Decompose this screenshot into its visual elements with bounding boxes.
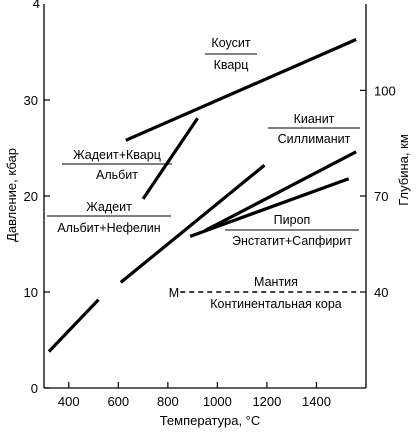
- reaction-label-top: Коусит: [211, 36, 250, 50]
- reaction-label-top: Кианит: [294, 112, 335, 126]
- reaction-line-4: [204, 150, 357, 232]
- x-axis-title: Температура, °С: [160, 413, 261, 428]
- x-tick-label: 1000: [203, 394, 232, 409]
- reaction-line-5: [189, 177, 350, 238]
- x-tick-label: 400: [58, 394, 80, 409]
- moho-marker-label: М: [169, 286, 179, 300]
- chart-ticks: 400 600 800 1000 1200 1400 0 10 20 30 40 70 100: [24, 83, 396, 409]
- reaction-line-1: [125, 38, 357, 142]
- reaction-line-2: [141, 117, 199, 200]
- reaction-label-bottom: Силлиманит: [278, 132, 351, 146]
- y-right-tick-label: 100: [374, 83, 396, 98]
- x-tick-label: 800: [157, 394, 179, 409]
- reaction-line-3-segment-1: [47, 298, 100, 353]
- reaction-label-top: Жадеит+Кварц: [73, 148, 161, 162]
- y-tick-label: 20: [24, 189, 38, 204]
- continental-crust-label: Континентальная кора: [210, 297, 342, 311]
- reaction-label-bottom: Кварц: [214, 58, 249, 72]
- y-tick-label: 30: [24, 93, 38, 108]
- y-right-tick-label: 70: [374, 189, 388, 204]
- x-tick-label: 1400: [302, 394, 331, 409]
- y-axis-title-right: Глубина, км: [396, 134, 411, 206]
- chart-series: [47, 38, 357, 353]
- reaction-label-bottom: Альбит+Нефелин: [57, 221, 160, 235]
- reaction-label-bottom: Альбит: [96, 168, 138, 182]
- reaction-line-3-segment-2: [119, 164, 266, 284]
- x-tick-label: 1200: [252, 394, 281, 409]
- reaction-label-top: Жадеит: [86, 200, 132, 214]
- y-tick-label-top: 4: [33, 0, 40, 11]
- y-tick-label: 10: [24, 285, 38, 300]
- reaction-label-top: Пироп: [274, 213, 311, 227]
- x-tick-label: 600: [107, 394, 129, 409]
- y-axis-title-left: Давление, кбар: [4, 148, 19, 242]
- chart-reaction-labels: Коусит Кварц Жадеит+Кварц Альбит Жадеит Альби…: [47, 36, 360, 311]
- reaction-label-bottom: Энстатит+Сапфирит: [232, 234, 352, 248]
- mantle-label: Мантия: [254, 275, 298, 289]
- y-tick-label: 0: [31, 381, 38, 396]
- chart-axes: [43, 4, 367, 389]
- y-right-tick-label: 40: [374, 285, 388, 300]
